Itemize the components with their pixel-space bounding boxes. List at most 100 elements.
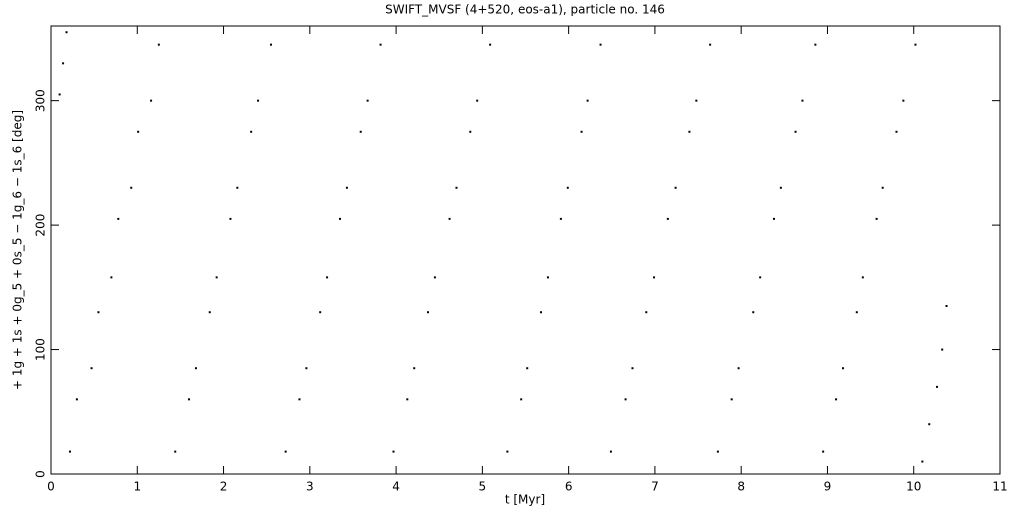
point	[895, 130, 898, 133]
point	[326, 276, 329, 279]
point	[305, 367, 308, 370]
point	[666, 217, 669, 220]
point	[130, 186, 133, 189]
point	[881, 186, 884, 189]
x-tick-label: 1	[133, 480, 141, 494]
point	[97, 311, 100, 314]
point	[941, 348, 944, 351]
point	[250, 130, 253, 133]
point	[90, 367, 93, 370]
x-tick-label: 7	[651, 480, 659, 494]
point	[861, 276, 864, 279]
x-tick-label: 4	[392, 480, 400, 494]
point	[68, 450, 71, 453]
point	[117, 217, 120, 220]
point	[688, 130, 691, 133]
point	[835, 398, 838, 401]
y-tick-label: 0	[34, 470, 48, 478]
x-tick-label: 11	[992, 480, 1007, 494]
point	[157, 43, 160, 46]
point	[137, 130, 140, 133]
point	[801, 99, 804, 102]
point	[379, 43, 382, 46]
point	[413, 367, 416, 370]
point	[759, 276, 762, 279]
point	[236, 186, 239, 189]
point	[624, 398, 627, 401]
point	[284, 450, 287, 453]
x-tick-label: 6	[565, 480, 573, 494]
point	[945, 305, 948, 307]
y-tick-label: 200	[34, 214, 48, 237]
point	[427, 311, 430, 314]
point	[559, 217, 562, 220]
point	[319, 311, 322, 314]
point	[208, 311, 211, 314]
point	[580, 130, 583, 133]
point	[257, 99, 260, 102]
x-tick-label: 2	[220, 480, 228, 494]
point	[928, 423, 931, 426]
point	[433, 276, 436, 279]
point	[730, 398, 733, 401]
point	[921, 460, 924, 463]
x-tick-label: 9	[824, 480, 832, 494]
point	[814, 43, 817, 46]
point	[62, 62, 65, 65]
point	[345, 186, 348, 189]
point	[540, 311, 543, 314]
point	[779, 186, 782, 189]
point	[298, 398, 301, 401]
x-tick-label: 5	[479, 480, 487, 494]
point	[339, 217, 342, 220]
point	[716, 450, 719, 453]
point	[822, 450, 825, 453]
point	[489, 43, 492, 46]
point	[392, 450, 395, 453]
point	[65, 31, 68, 34]
point	[674, 186, 677, 189]
point	[75, 398, 78, 401]
x-tick-label: 0	[47, 480, 55, 494]
point	[586, 99, 589, 102]
point	[174, 450, 177, 453]
point	[695, 99, 698, 102]
point	[902, 99, 905, 102]
point	[936, 385, 939, 388]
point	[455, 186, 458, 189]
point	[914, 43, 917, 46]
point	[229, 217, 232, 220]
y-axis-label: + 1g + 1s + 0g_5 + 0s_5 − 1g_6 − 1s_6 [d…	[11, 110, 25, 390]
y-tick-label: 100	[34, 338, 48, 361]
plot-frame	[50, 25, 1001, 475]
point	[506, 450, 509, 453]
point	[110, 276, 113, 279]
point	[359, 130, 362, 133]
x-tick-label: 3	[306, 480, 314, 494]
point	[188, 398, 191, 401]
point	[609, 450, 612, 453]
point	[737, 367, 740, 370]
y-tick-label: 300	[34, 89, 48, 112]
point	[58, 93, 61, 96]
point	[366, 99, 369, 102]
point	[269, 43, 272, 46]
point	[709, 43, 712, 46]
x-tick-label: 10	[906, 480, 921, 494]
point	[469, 130, 472, 133]
point	[194, 367, 197, 370]
point	[752, 311, 755, 314]
point	[215, 276, 218, 279]
chart-title: SWIFT_MVSF (4+520, eos-a1), particle no.…	[385, 3, 665, 17]
point	[841, 367, 844, 370]
point	[631, 367, 634, 370]
x-axis-label: t [Myr]	[505, 493, 545, 507]
point	[546, 276, 549, 279]
point	[526, 367, 529, 370]
point	[794, 130, 797, 133]
point	[448, 217, 451, 220]
point	[772, 217, 775, 220]
point	[653, 276, 656, 279]
point	[855, 311, 858, 314]
